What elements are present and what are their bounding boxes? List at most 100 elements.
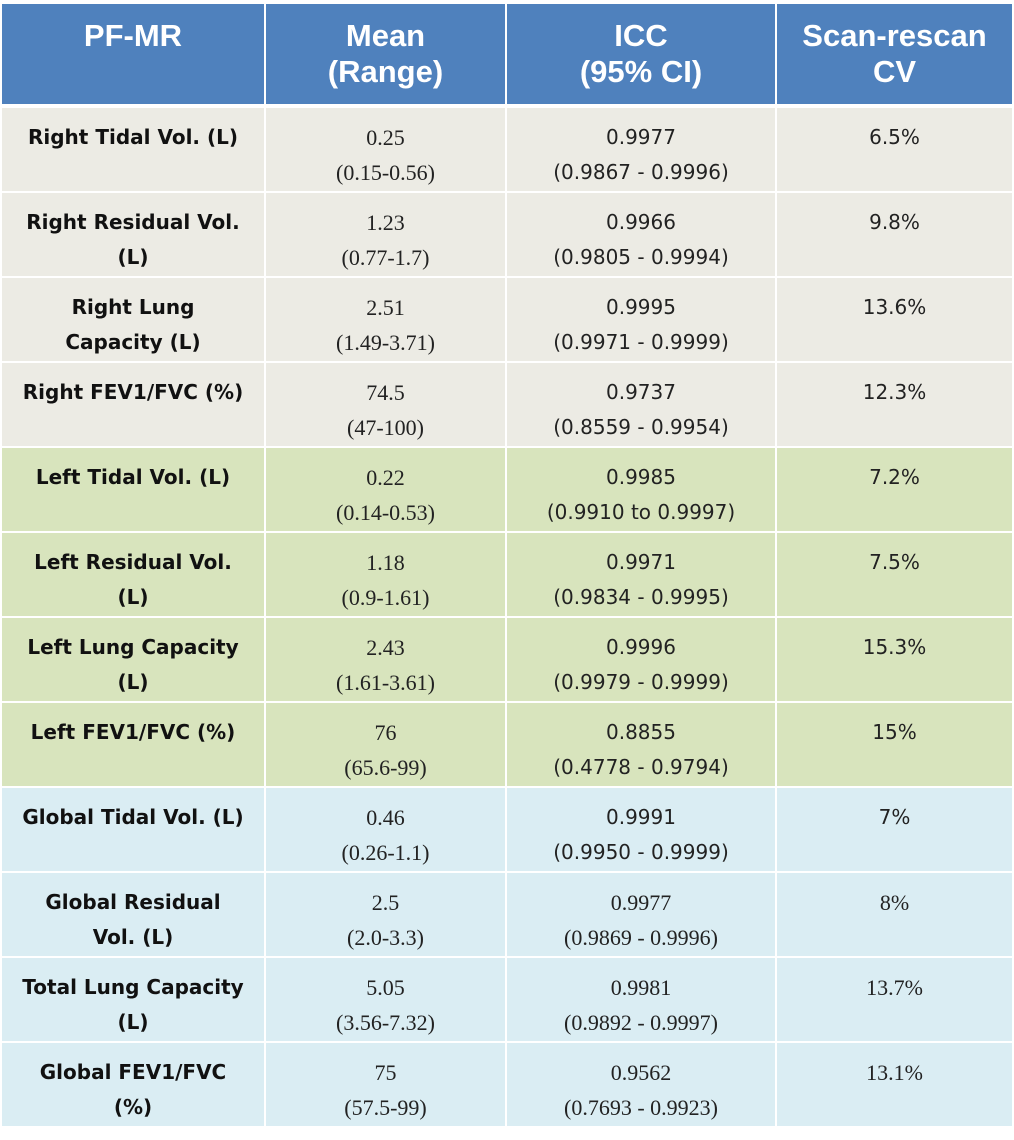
mean-range-cell-content: 5.05 (3.56-7.32) <box>266 970 505 1040</box>
icc-cell-content: 0.9562 (0.7693 - 0.9923) <box>507 1055 775 1125</box>
mean-range-cell: 2.43 (1.61-3.61) <box>266 618 507 703</box>
cv-cell-content: 7.2% <box>777 460 1012 495</box>
table-row: Right Lung Capacity (L) 2.51 (1.49-3.71) 0.9… <box>2 278 1012 363</box>
ci-value: (0.9805 - 0.9994) <box>553 245 729 269</box>
cv-value: 12.3% <box>862 380 927 404</box>
ci-value: (0.7693 - 0.9923) <box>564 1095 718 1120</box>
table-row: Right Residual Vol. (L) 1.23 (0.77-1.7) 0.99… <box>2 193 1012 278</box>
ci-value: (0.8559 - 0.9954) <box>553 415 729 439</box>
icc-cell: 0.9981 (0.9892 - 0.9997) <box>507 958 777 1043</box>
cv-cell: 12.3% <box>777 363 1012 448</box>
ci-value: (0.4778 - 0.9794) <box>553 755 729 779</box>
row-label-cell: Right Residual Vol. (L) <box>2 193 266 278</box>
range-value: (0.15-0.56) <box>336 160 435 185</box>
cv-cell-content: 12.3% <box>777 375 1012 410</box>
icc-cell-content: 0.9996 (0.9979 - 0.9999) <box>507 630 775 700</box>
row-label-cell-content: Right Lung Capacity (L) <box>2 290 264 360</box>
cv-cell: 15% <box>777 703 1012 788</box>
header-scan-rescan-text: Scan-rescan <box>802 18 987 53</box>
mean-range-cell-content: 2.43 (1.61-3.61) <box>266 630 505 700</box>
cv-cell-content: 13.1% <box>777 1055 1012 1090</box>
mean-value: 74.5 <box>366 380 405 405</box>
icc-value: 0.9562 <box>610 1060 672 1085</box>
mean-range-cell: 2.5 (2.0-3.3) <box>266 873 507 958</box>
ci-value: (0.9867 - 0.9996) <box>553 160 729 184</box>
row-label-cell-content: Right Residual Vol. (L) <box>2 205 264 275</box>
row-label-continued: (L) <box>117 1010 149 1034</box>
table-header: PF-MR Mean (Range) ICC (95% CI) Scan-res… <box>2 4 1012 108</box>
range-value: (0.9-1.61) <box>341 585 430 610</box>
row-label-continued: Capacity (L) <box>65 330 201 354</box>
header-range-text: (Range) <box>327 54 444 89</box>
icc-cell: 0.9977 (0.9869 - 0.9996) <box>507 873 777 958</box>
cv-cell: 7.5% <box>777 533 1012 618</box>
mean-range-cell-content: 1.23 (0.77-1.7) <box>266 205 505 275</box>
row-label: Right Residual Vol. <box>26 210 240 234</box>
icc-cell: 0.9966 (0.9805 - 0.9994) <box>507 193 777 278</box>
cv-value: 15.3% <box>862 635 927 659</box>
mean-range-cell: 2.51 (1.49-3.71) <box>266 278 507 363</box>
row-label-cell: Right Tidal Vol. (L) <box>2 108 266 193</box>
icc-cell-content: 0.9737 (0.8559 - 0.9954) <box>507 375 775 445</box>
row-label-cell: Total Lung Capacity (L) <box>2 958 266 1043</box>
header-mean-text: Mean <box>345 18 426 53</box>
icc-cell-content: 0.9971 (0.9834 - 0.9995) <box>507 545 775 615</box>
row-label-cell-content: Left Lung Capacity (L) <box>2 630 264 700</box>
mean-range-cell-content: 2.5 (2.0-3.3) <box>266 885 505 955</box>
row-label-continued: (L) <box>117 245 149 269</box>
mean-value: 75 <box>374 1060 397 1085</box>
row-label-cell: Left Tidal Vol. (L) <box>2 448 266 533</box>
mean-range-cell: 1.23 (0.77-1.7) <box>266 193 507 278</box>
cv-cell-content: 9.8% <box>777 205 1012 240</box>
mean-value: 5.05 <box>366 975 405 1000</box>
table-body: Right Tidal Vol. (L) 0.25 (0.15-0.56) 0.997… <box>2 108 1012 1128</box>
range-value: (1.49-3.71) <box>336 330 435 355</box>
cv-cell: 13.6% <box>777 278 1012 363</box>
cv-cell: 8% <box>777 873 1012 958</box>
cv-value: 13.6% <box>862 295 927 319</box>
icc-value: 0.9995 <box>606 295 676 319</box>
mean-range-cell-content: 76 (65.6-99) <box>266 715 505 785</box>
cv-cell-content: 6.5% <box>777 120 1012 155</box>
cv-cell: 9.8% <box>777 193 1012 278</box>
cv-cell: 15.3% <box>777 618 1012 703</box>
mean-value: 0.25 <box>366 125 405 150</box>
row-label: Global FEV1/FVC <box>39 1060 227 1084</box>
icc-cell: 0.9977 (0.9867 - 0.9996) <box>507 108 777 193</box>
row-label-cell-content: Total Lung Capacity (L) <box>2 970 264 1040</box>
icc-value: 0.8855 <box>606 720 676 744</box>
range-value: (57.5-99) <box>344 1095 427 1120</box>
row-label: Total Lung Capacity <box>22 975 244 999</box>
mean-range-cell-content: 0.46 (0.26-1.1) <box>266 800 505 870</box>
range-value: (65.6-99) <box>344 755 427 780</box>
cv-cell-content: 7% <box>777 800 1012 835</box>
icc-cell: 0.9995 (0.9971 - 0.9999) <box>507 278 777 363</box>
icc-cell-content: 0.9985 (0.9910 to 0.9997) <box>507 460 775 530</box>
range-value: (0.77-1.7) <box>341 245 430 270</box>
row-label: Left Lung Capacity <box>27 635 239 659</box>
table-row: Right FEV1/FVC (%) 74.5 (47-100) 0.9737 (0.8… <box>2 363 1012 448</box>
mean-value: 1.18 <box>366 550 405 575</box>
mean-range-cell-content: 0.22 (0.14-0.53) <box>266 460 505 530</box>
range-value: (3.56-7.32) <box>336 1010 435 1035</box>
mean-range-cell-content: 2.51 (1.49-3.71) <box>266 290 505 360</box>
header-ci-text: (95% CI) <box>579 54 703 89</box>
table-row: Right Tidal Vol. (L) 0.25 (0.15-0.56) 0.997… <box>2 108 1012 193</box>
mean-value: 2.51 <box>366 295 405 320</box>
row-label-continued: (%) <box>113 1095 153 1119</box>
row-label-cell: Left Residual Vol. (L) <box>2 533 266 618</box>
table-row: Left Residual Vol. (L) 1.18 (0.9-1.61) 0.997… <box>2 533 1012 618</box>
ci-value: (0.9892 - 0.9997) <box>564 1010 718 1035</box>
mean-range-cell: 0.25 (0.15-0.56) <box>266 108 507 193</box>
icc-value: 0.9985 <box>606 465 676 489</box>
icc-value: 0.9971 <box>606 550 676 574</box>
icc-cell: 0.9562 (0.7693 - 0.9923) <box>507 1043 777 1128</box>
icc-value: 0.9991 <box>606 805 676 829</box>
header-mean-range: Mean (Range) <box>266 4 507 108</box>
mean-range-cell: 5.05 (3.56-7.32) <box>266 958 507 1043</box>
header-scan-rescan-cv: Scan-rescan CV <box>777 4 1012 108</box>
icc-cell: 0.9737 (0.8559 - 0.9954) <box>507 363 777 448</box>
mean-range-cell-content: 1.18 (0.9-1.61) <box>266 545 505 615</box>
table-row: Total Lung Capacity (L) 5.05 (3.56-7.32) 0.9… <box>2 958 1012 1043</box>
range-value: (2.0-3.3) <box>347 925 424 950</box>
